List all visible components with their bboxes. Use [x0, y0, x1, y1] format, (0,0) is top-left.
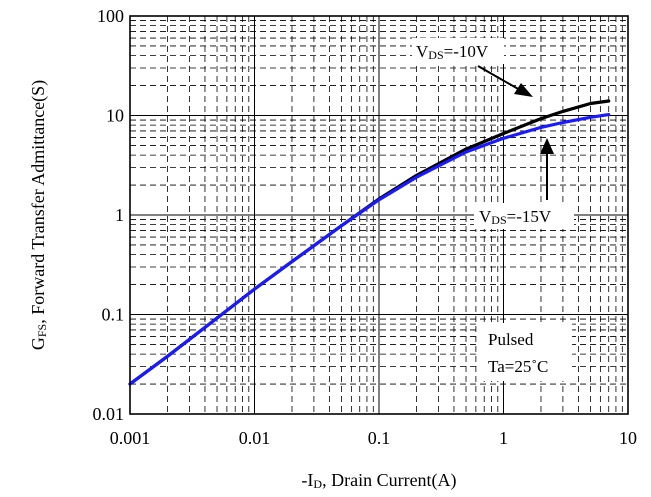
y-tick-label: 0.1 [102, 305, 125, 325]
arrow-1-head [514, 83, 533, 97]
y-tick-label: 100 [97, 6, 124, 26]
conditions-bg [480, 323, 572, 381]
series-label-1: VDS=-10V [416, 42, 489, 62]
y-tick-label: 1 [115, 205, 124, 225]
series-label-bg-1 [412, 38, 504, 64]
conditions-line-2: Ta=25˚C [488, 357, 548, 376]
annotations: VDS=-10V VDS=-15V Pulsed Ta=25˚C [412, 38, 574, 381]
series-line-2 [128, 112, 611, 386]
y-tick-label: 0.01 [93, 404, 125, 424]
x-tick-label: 1 [499, 428, 508, 448]
x-tick-label: 0.001 [110, 428, 151, 448]
x-axis-label: -ID, Drain Current(A) [301, 470, 456, 491]
y-tick-labels: 0.01 0.1 1 10 100 [93, 6, 125, 424]
series-label-bg-2 [474, 203, 574, 229]
y-axis-label: GFS, Forward Transfer Admittance(S) [28, 80, 49, 350]
series-lines [128, 99, 611, 386]
x-tick-label: 0.1 [368, 428, 391, 448]
arrow-1-shaft [477, 65, 521, 91]
series-label-2: VDS=-15V [479, 207, 552, 227]
conditions-line-1: Pulsed [488, 330, 534, 349]
arrow-2-head [540, 138, 554, 154]
x-tick-labels: 0.001 0.01 0.1 1 10 [110, 428, 637, 448]
x-tick-label: 0.01 [239, 428, 271, 448]
y-tick-label: 10 [106, 106, 124, 126]
x-tick-label: 10 [619, 428, 637, 448]
plot-frame [129, 15, 629, 415]
